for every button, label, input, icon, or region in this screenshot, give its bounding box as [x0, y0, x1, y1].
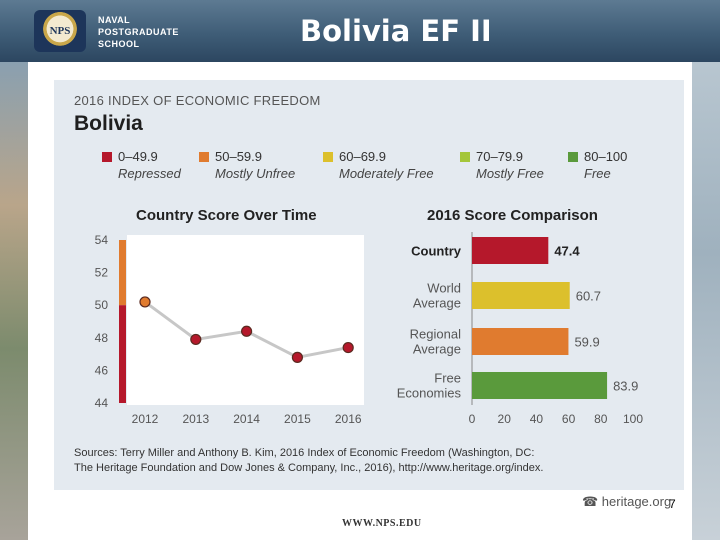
school-name-line: POSTGRADUATE — [98, 27, 179, 37]
x-tick-label: 2014 — [233, 412, 260, 426]
x-tick-label: 2012 — [132, 412, 159, 426]
school-name-line: SCHOOL — [98, 39, 140, 49]
x-tick-label: 2013 — [182, 412, 209, 426]
y-tick-label: 52 — [95, 266, 109, 280]
legend-label: Moderately Free — [339, 166, 434, 181]
background-photo-right — [692, 62, 720, 540]
score-point — [291, 351, 303, 363]
charts-svg: 44 46 48 50 52 54 2012 2013 2014 2015 2016 Country 4… — [95, 232, 643, 426]
legend-range: 0–49.9 — [118, 149, 158, 164]
background-photo-left — [0, 62, 28, 540]
legend-label: Repressed — [118, 166, 181, 181]
freedom-index-panel: 2016 INDEX OF ECONOMIC FREEDOM Bolivia 0… — [54, 80, 684, 490]
score-point — [342, 341, 354, 354]
y-tick-label: 48 — [95, 331, 109, 345]
header-bar: NPS NAVAL POSTGRADUATE SCHOOL Bolivia EF… — [0, 0, 720, 62]
bar-category-label: Average — [413, 342, 461, 357]
band-repressed — [119, 305, 126, 403]
bar-category-label: Average — [413, 296, 461, 311]
y-tick-label: 44 — [95, 396, 109, 410]
bar-category-label: Economies — [397, 386, 462, 401]
legend-swatch — [568, 152, 578, 162]
line-chart-title: Country Score Over Time — [136, 207, 317, 224]
legend-label: Mostly Unfree — [215, 166, 296, 181]
bar-category-label: Regional — [410, 327, 461, 342]
bar-chart-title: 2016 Score Comparison — [427, 207, 598, 224]
bar-category-label: World — [427, 281, 461, 296]
score-bar — [472, 237, 549, 264]
x-tick-label: 2016 — [335, 412, 362, 426]
legend-swatch — [323, 152, 333, 162]
score-bar — [472, 372, 608, 399]
bar-category-label: Country — [411, 244, 462, 259]
legend-label: Free — [584, 166, 611, 181]
bar-value-label: 47.4 — [554, 244, 580, 259]
score-point — [139, 296, 151, 308]
legend-swatch — [460, 152, 470, 162]
legend-swatch — [199, 152, 209, 162]
heritage-link[interactable]: ☎ heritage.org — [582, 494, 672, 509]
footer-url[interactable]: WWW.NPS.EDU — [342, 518, 422, 529]
score-point — [241, 325, 253, 337]
y-tick-label: 54 — [95, 233, 109, 247]
panel-heading: 2016 INDEX OF ECONOMIC FREEDOM — [74, 93, 321, 108]
legend-label: Mostly Free — [476, 166, 544, 181]
bar-x-tick-label: 80 — [594, 412, 608, 426]
country-name: Bolivia — [74, 112, 143, 135]
sources-line: The Heritage Foundation and Dow Jones & … — [74, 462, 544, 474]
bar-category-label: Free — [434, 371, 461, 386]
bar-x-tick-label: 60 — [562, 412, 576, 426]
school-name-line: NAVAL — [98, 15, 131, 25]
sources-note: Sources: Terry Miller and Anthony B. Kim… — [74, 446, 674, 476]
x-tick-label: 2015 — [284, 412, 311, 426]
score-bar — [472, 328, 569, 355]
y-tick-label: 46 — [95, 363, 109, 377]
bar-value-label: 59.9 — [574, 335, 599, 350]
bar-x-tick-label: 20 — [498, 412, 512, 426]
legend-range: 60–69.9 — [339, 149, 386, 164]
sources-line: Sources: Terry Miller and Anthony B. Kim… — [74, 447, 535, 459]
slide-title: Bolivia EF II — [300, 14, 492, 48]
page-number: 7 — [669, 497, 676, 511]
bar-value-label: 83.9 — [613, 379, 638, 394]
score-point — [190, 333, 202, 346]
line-plot-area — [127, 235, 364, 405]
legend-range: 50–59.9 — [215, 149, 262, 164]
bar-value-label: 60.7 — [576, 289, 601, 304]
legend-range: 70–79.9 — [476, 149, 523, 164]
bar-x-tick-label: 0 — [469, 412, 476, 426]
bar-x-tick-label: 100 — [623, 412, 643, 426]
nps-seal-logo: NPS — [34, 10, 86, 52]
school-name: NAVAL POSTGRADUATE SCHOOL — [98, 14, 198, 50]
y-tick-label: 50 — [95, 298, 109, 312]
bar-x-tick-label: 40 — [530, 412, 544, 426]
seal-text: NPS — [49, 25, 71, 37]
band-mostly-unfree — [119, 240, 126, 306]
legend-swatch — [102, 152, 112, 162]
legend-range: 80–100 — [584, 149, 628, 164]
score-bar — [472, 282, 570, 309]
